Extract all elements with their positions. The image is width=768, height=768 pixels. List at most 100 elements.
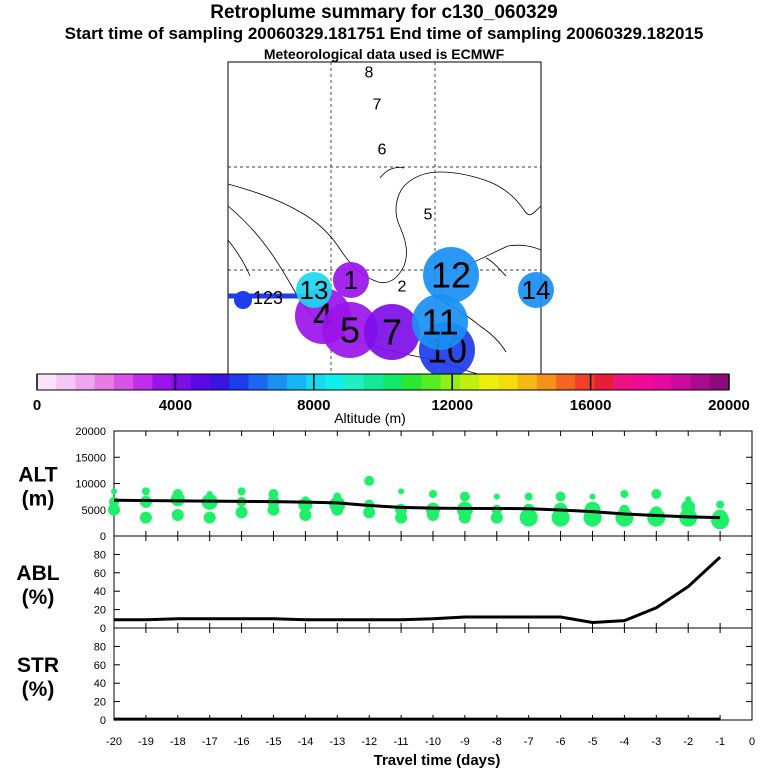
x-tick-label: -7 xyxy=(524,736,534,748)
altitude-cluster-point xyxy=(716,500,725,509)
colorbar-cell xyxy=(113,374,134,390)
plume-cluster: 1 xyxy=(333,262,369,298)
x-tick-label: -8 xyxy=(492,736,502,748)
plume-label: 12 xyxy=(431,255,471,296)
plume-cluster: 11 xyxy=(412,294,468,350)
altitude-cluster-point xyxy=(615,508,634,527)
altitude-cluster-point xyxy=(141,487,150,496)
plume-label: 14 xyxy=(522,275,551,305)
x-tick-label: -11 xyxy=(394,736,409,748)
plume-circle xyxy=(296,272,332,308)
y-tick-label: 10000 xyxy=(75,479,106,491)
series-line-alt xyxy=(113,498,721,520)
panel-frame xyxy=(113,535,753,629)
y-tick-label: 80 xyxy=(94,549,106,561)
altitude-cluster-point xyxy=(427,509,439,521)
altitude-cluster-point xyxy=(555,491,566,502)
panel-unit: (%) xyxy=(22,678,55,701)
panel-label: ALT xyxy=(18,464,57,487)
colorbar-cell xyxy=(152,374,173,390)
y-tick-label: 20000 xyxy=(75,426,106,438)
altitude-cluster-point xyxy=(519,508,538,527)
colorbar-cell xyxy=(536,374,557,390)
plume-circle xyxy=(364,304,420,360)
colorbar-cell xyxy=(210,374,230,390)
colorbar-label: Altitude (m) xyxy=(334,410,406,426)
y-tick-label: 20 xyxy=(94,697,106,709)
plume-label: 1 xyxy=(344,265,358,295)
x-tick-label: -5 xyxy=(588,736,598,748)
altitude-cluster-point xyxy=(551,508,570,527)
x-tick-label: -14 xyxy=(297,736,313,748)
colorbar-cell xyxy=(402,374,422,390)
colorbar-cell xyxy=(709,374,730,390)
x-tick-label: 0 xyxy=(749,736,755,748)
colorbar-cell xyxy=(267,374,288,390)
plume-cluster: 7 xyxy=(364,304,420,360)
plume-cluster: 7 xyxy=(373,97,382,114)
altitude-cluster-point xyxy=(459,491,470,502)
altitude-cluster-point xyxy=(651,489,662,499)
colorbar-cell xyxy=(440,374,461,390)
colorbar-cell xyxy=(517,374,538,390)
colorbar-cell xyxy=(37,374,57,390)
colorbar-cell xyxy=(248,374,269,390)
colorbar-cell xyxy=(613,374,634,390)
altitude-cluster-point xyxy=(139,511,152,524)
x-tick-label: -9 xyxy=(460,736,470,748)
y-tick-label: 40 xyxy=(94,586,106,598)
altitude-cluster-point xyxy=(620,490,629,498)
colorbar-cell xyxy=(498,374,519,390)
plume-cluster: 6 xyxy=(378,142,387,159)
colorbar-cell xyxy=(459,374,480,390)
panel-unit: (m) xyxy=(22,488,55,511)
plume-cluster: 2 xyxy=(398,279,407,296)
colorbar-tick-label: 0 xyxy=(33,397,41,414)
y-tick-label: 0 xyxy=(100,623,106,635)
altitude-cluster-point xyxy=(490,511,503,524)
plume-label: 7 xyxy=(373,97,382,114)
altitude-cluster-point xyxy=(395,511,408,524)
x-tick-label: -20 xyxy=(106,736,122,748)
y-tick-label: 5000 xyxy=(82,505,106,517)
x-tick-label: -13 xyxy=(329,736,345,748)
altitude-cluster-point xyxy=(711,511,730,530)
plume-cluster: 5 xyxy=(424,207,433,224)
panel-frame xyxy=(113,627,753,721)
plume-label: 2 xyxy=(398,279,407,296)
colorbar-cell xyxy=(421,374,442,390)
panel-unit: (%) xyxy=(22,586,55,609)
y-tick-label: 60 xyxy=(94,660,106,672)
plume-circle xyxy=(412,294,468,350)
x-axis-label: Travel time (days) xyxy=(374,752,501,768)
colorbar-tick-label: 20000 xyxy=(708,397,750,414)
altitude-cluster-point xyxy=(458,511,471,524)
plume-label: 11 xyxy=(421,302,458,343)
plume-circle xyxy=(423,247,479,303)
colorbar-cell xyxy=(190,374,211,390)
altitude-cluster-point xyxy=(171,509,184,521)
plume-circle xyxy=(333,262,369,298)
colorbar-cell xyxy=(556,374,576,390)
colorbar-cell xyxy=(171,374,192,390)
x-tick-label: -16 xyxy=(234,736,250,748)
plume-label: 13 xyxy=(300,275,329,305)
altitude-cluster-point xyxy=(203,511,216,524)
plume-cluster: 8 xyxy=(365,65,374,82)
plume-cluster: 14 xyxy=(518,272,554,308)
x-tick-label: -10 xyxy=(425,736,441,748)
altitude-cluster-point xyxy=(170,492,185,507)
altitude-cluster-point xyxy=(647,508,666,527)
plume-label: 8 xyxy=(365,65,374,82)
plume-circle xyxy=(234,291,252,309)
plume-label: 5 xyxy=(340,310,360,351)
panel-str: 0 20 40 60 80 STR(%) xyxy=(17,627,753,727)
y-tick-label: 40 xyxy=(94,678,106,690)
plume-label: 123 xyxy=(253,288,283,308)
altitude-cluster-point xyxy=(299,509,312,521)
x-tick-label: -4 xyxy=(620,736,630,748)
plume-label: 7 xyxy=(382,312,402,353)
panel-abl: 0 20 40 60 80 ABL(%) xyxy=(16,535,753,635)
